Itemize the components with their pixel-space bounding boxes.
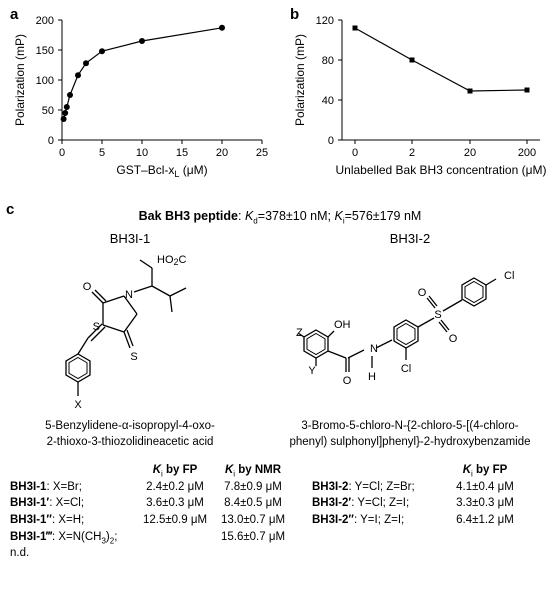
compound-right-title: BH3I-2 <box>270 231 550 246</box>
xtick: 0 <box>59 147 65 159</box>
compound-left-title: BH3I-1 <box>10 231 250 246</box>
ytick: 100 <box>36 75 54 87</box>
panel-c: c Bak BH3 peptide: Kd=378±10 nM; Ki=576±… <box>10 201 550 562</box>
name-line: phenyl) sulphonyl]phenyl}-2-hydroxybenza… <box>289 436 530 448</box>
table-row: BH3I-1″: X=H; 12.5±0.9 μM 13.0±0.7 μM <box>10 512 292 529</box>
header-peptide: Bak BH3 peptide <box>139 209 238 223</box>
table-right: Ki by FP BH3I-2: Y=Cl; Z=Br; 4.1±0.4 μM … <box>312 462 560 562</box>
table-row: BH3I-1′: X=Cl; 3.6±0.3 μM 8.4±0.5 μM <box>10 495 292 512</box>
ytick: 120 <box>316 15 334 27</box>
figure: a 0 50 100 150 200 <box>0 0 560 572</box>
ytick: 200 <box>36 15 54 27</box>
xtick: 10 <box>136 147 148 159</box>
compound-left-name: 5-Benzylidene-α-isopropyl-4-oxo- 2-thiox… <box>10 419 250 450</box>
chart-b-xlabel: Unlabelled Bak BH3 concentration (μM) <box>335 163 546 177</box>
chart-b-yticks: 0 40 80 120 <box>316 15 342 147</box>
structure-bh3i-2: Z Y OH O N H <box>270 248 550 413</box>
compound-right-name: 3-Bromo-5-chloro-N-{2-chloro-5-[(4-chlor… <box>270 419 550 450</box>
xtick: 0 <box>352 147 358 159</box>
tables-row: Ki by FP Ki by NMR BH3I-1: X=Br; 2.4±0.2… <box>10 462 550 562</box>
svg-text:O: O <box>83 281 92 293</box>
xtick: 20 <box>464 147 476 159</box>
svg-text:O: O <box>418 287 427 299</box>
ytick: 40 <box>322 95 334 107</box>
table-row: BH3I-2: Y=Cl; Z=Br; 4.1±0.4 μM <box>312 479 560 496</box>
svg-text:X: X <box>74 399 82 411</box>
chart-a-yticks: 0 50 100 150 200 <box>36 15 62 147</box>
panel-a: a 0 50 100 150 200 <box>10 6 278 191</box>
chart-b: 0 40 80 120 0 2 20 200 <box>290 6 550 186</box>
svg-text:S: S <box>93 321 100 333</box>
svg-text:Cl: Cl <box>401 363 411 375</box>
xtick: 200 <box>518 147 536 159</box>
xtick: 5 <box>99 147 105 159</box>
svg-text:Cl: Cl <box>504 270 514 282</box>
svg-text:N: N <box>370 343 378 355</box>
compounds-row: BH3I-1 X <box>10 231 550 450</box>
compound-left: BH3I-1 X <box>10 231 250 450</box>
xtick: 2 <box>409 147 415 159</box>
ytick: 150 <box>36 45 54 57</box>
header-kd: 378±10 nM <box>265 209 327 223</box>
header-ki: 576±179 nM <box>352 209 421 223</box>
ytick: 0 <box>48 135 54 147</box>
chart-b-xticks: 0 2 20 200 <box>352 140 536 159</box>
chart-a: 0 50 100 150 200 0 5 10 15 20 25 <box>10 6 278 186</box>
xtick: 15 <box>176 147 188 159</box>
xtick: 25 <box>256 147 268 159</box>
ytick: 50 <box>42 105 54 117</box>
table-row: BH3I-2′: Y=Cl; Z=I; 3.3±0.3 μM <box>312 495 560 512</box>
panel-c-header: Bak BH3 peptide: Kd=378±10 nM; Ki=576±17… <box>10 209 550 223</box>
top-row: a 0 50 100 150 200 <box>10 6 550 191</box>
svg-text:HO2C: HO2C <box>157 254 187 267</box>
svg-text:Z: Z <box>296 327 303 339</box>
svg-text:O: O <box>449 333 458 345</box>
svg-text:OH: OH <box>334 319 351 331</box>
svg-text:Y: Y <box>308 365 316 377</box>
svg-text:N: N <box>125 289 133 301</box>
structure-bh3i-1: X O <box>30 248 230 413</box>
chart-b-ylabel: Polarization (mP) <box>293 34 307 126</box>
svg-text:S: S <box>434 309 441 321</box>
name-line: 5-Benzylidene-α-isopropyl-4-oxo- <box>45 420 215 432</box>
table-left: Ki by FP Ki by NMR BH3I-1: X=Br; 2.4±0.2… <box>10 462 292 562</box>
svg-text:S: S <box>130 351 137 363</box>
name-line: 2-thioxo-3-thiozolidineacetic acid <box>47 436 214 448</box>
panel-c-label: c <box>6 201 14 218</box>
panel-b: b 0 40 80 120 0 2 <box>290 6 550 191</box>
chart-a-ylabel: Polarization (mP) <box>13 34 27 126</box>
compound-right: BH3I-2 Z Y OH O <box>270 231 550 450</box>
name-line: 3-Bromo-5-chloro-N-{2-chloro-5-[(4-chlor… <box>301 420 518 432</box>
table-row: BH3I-1: X=Br; 2.4±0.2 μM 7.8±0.9 μM <box>10 479 292 496</box>
table-row: BH3I-2″: Y=I; Z=I; 6.4±1.2 μM <box>312 512 560 529</box>
chart-a-xlabel: GST–Bcl-xL (μM) <box>116 163 207 179</box>
ytick: 0 <box>328 135 334 147</box>
svg-text:O: O <box>343 375 352 387</box>
ytick: 80 <box>322 55 334 67</box>
chart-a-xticks: 0 5 10 15 20 25 <box>59 140 268 159</box>
table-row: BH3I-1‴: X=N(CH3)2; n.d. 15.6±0.7 μM <box>10 529 292 562</box>
xtick: 20 <box>216 147 228 159</box>
svg-text:H: H <box>368 371 376 383</box>
